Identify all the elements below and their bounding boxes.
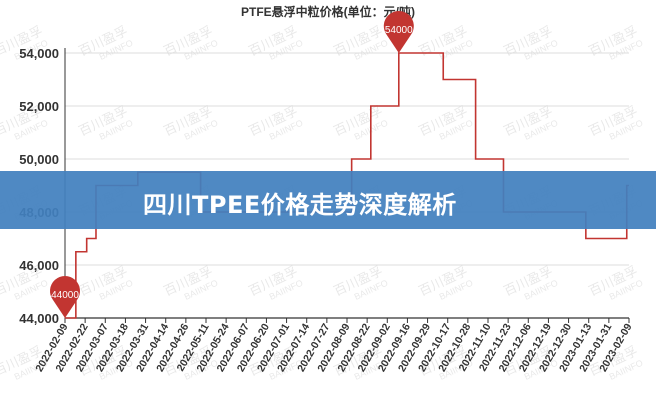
pin-marker-min: 44000	[50, 276, 81, 318]
y-tick-label: 52,000	[19, 99, 59, 114]
annotations: 54000 44000	[50, 11, 414, 318]
title-banner: 四川TPEE价格走势深度解析	[0, 171, 656, 229]
banner-title: 四川TPEE价格走势深度解析	[143, 191, 457, 219]
pin-label: 44000	[51, 290, 79, 301]
pin-marker-max: 54000	[383, 11, 414, 53]
y-tick-label: 44,000	[19, 311, 59, 326]
y-tick-label: 50,000	[19, 152, 59, 167]
pin-icon	[50, 276, 81, 318]
pin-label: 54000	[385, 25, 413, 36]
y-tick-label: 54,000	[19, 46, 59, 61]
y-tick-label: 46,000	[19, 258, 59, 273]
chart-title: PTFE悬浮中粒价格(单位：元/吨)	[241, 4, 415, 19]
pin-icon	[383, 11, 414, 53]
